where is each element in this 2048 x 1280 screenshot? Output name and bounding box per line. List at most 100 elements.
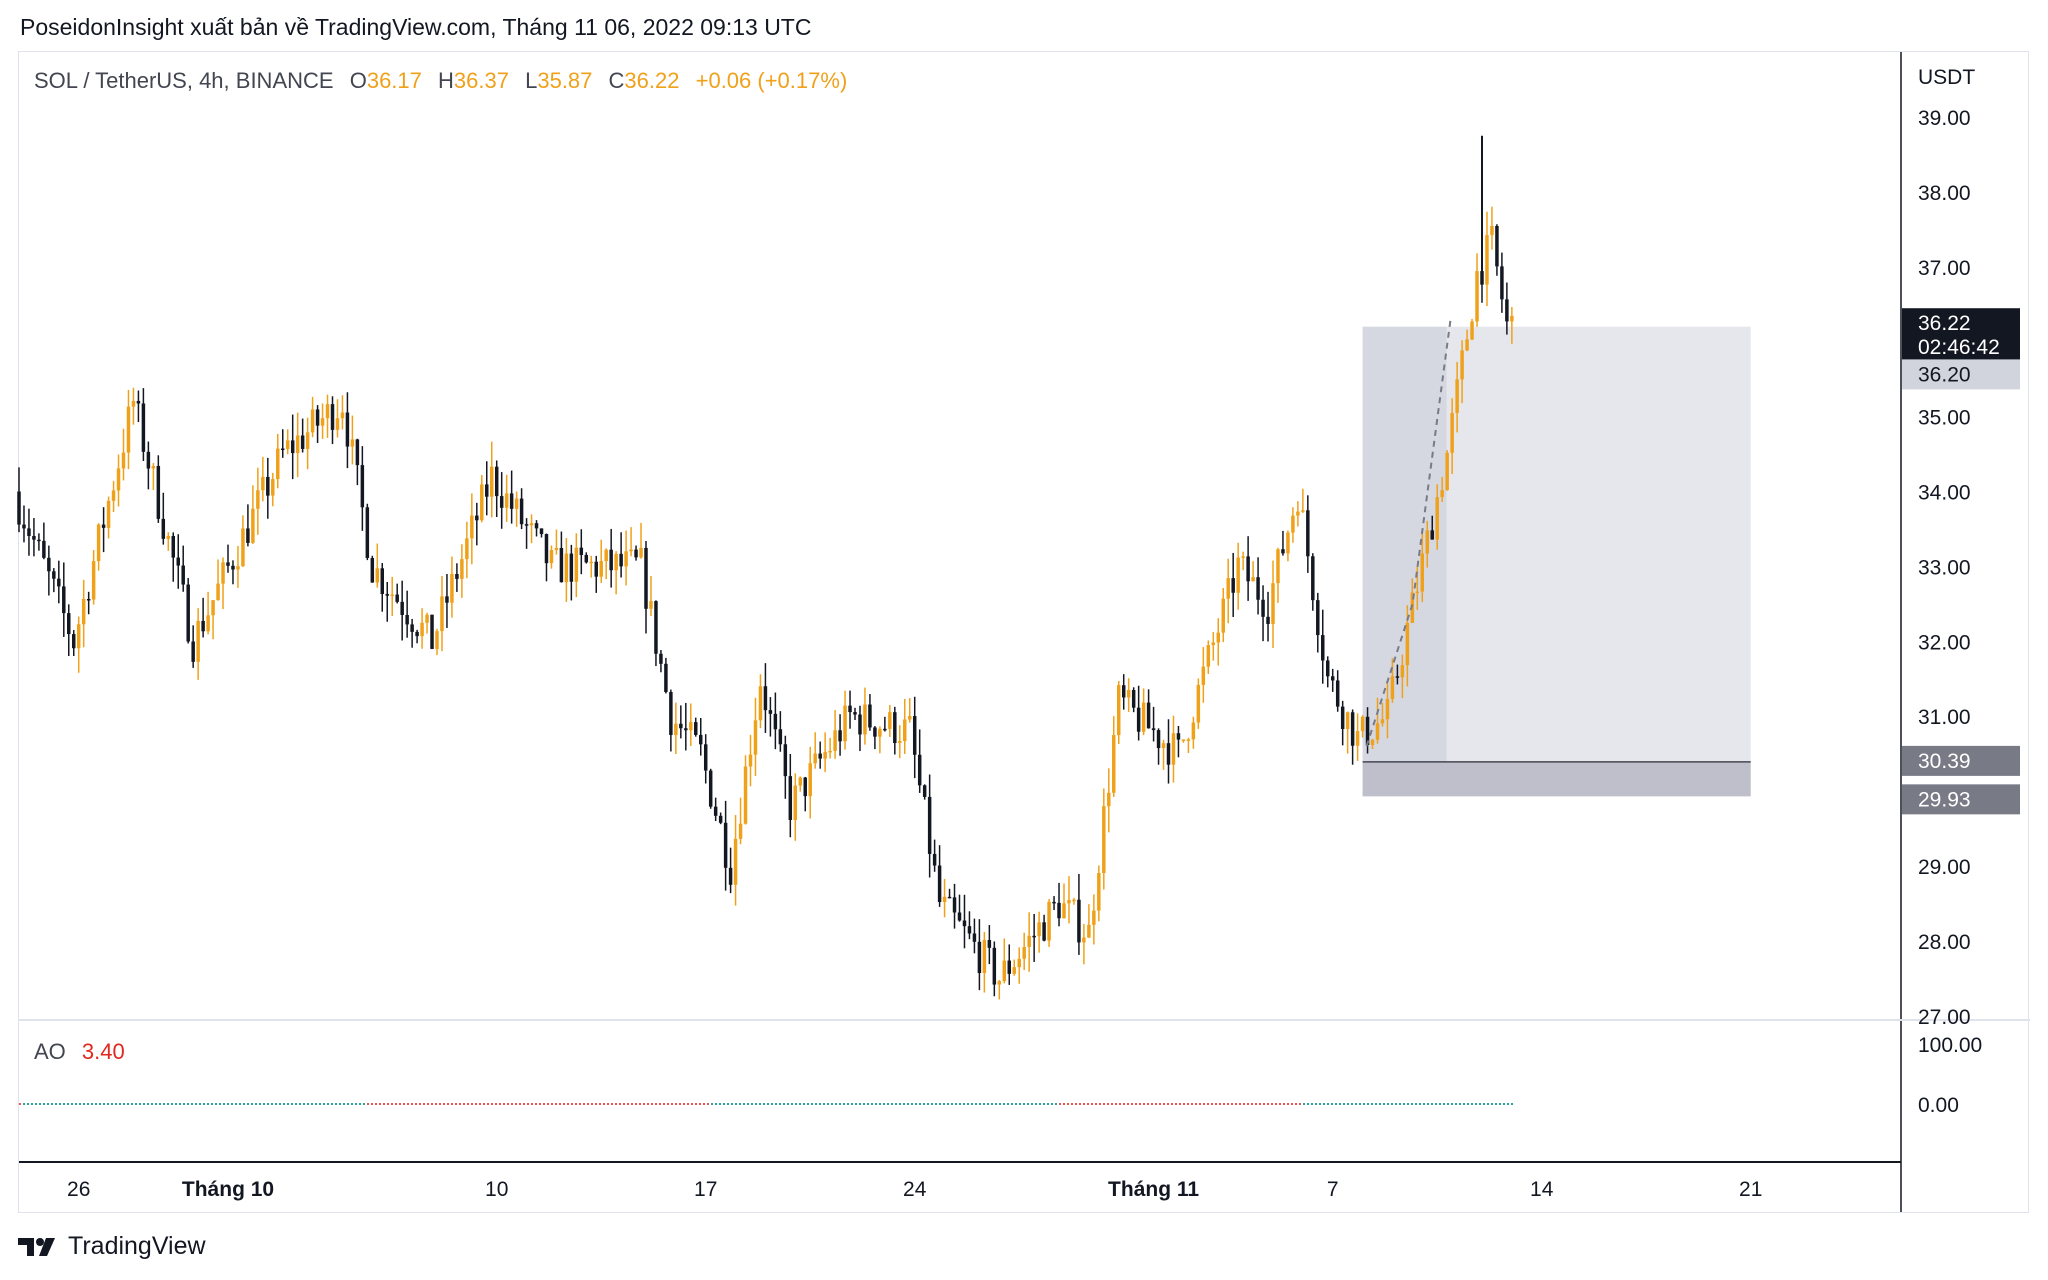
change-value: +0.06 (+0.17%) [695, 68, 848, 93]
ao-bar [1215, 1103, 1217, 1105]
ao-bar [1219, 1103, 1221, 1105]
ao-bar [431, 1103, 433, 1105]
candle [1176, 733, 1181, 740]
candle [67, 613, 71, 635]
candle [375, 568, 380, 583]
ao-bar [507, 1103, 509, 1105]
symbol-label[interactable]: SOL / TetherUS, 4h, BINANCE [34, 68, 334, 93]
ao-bar [283, 1103, 285, 1105]
ao-bar [931, 1103, 933, 1105]
ao-bar [651, 1103, 653, 1105]
ao-bar [263, 1103, 265, 1105]
candle [1052, 901, 1056, 904]
ao-bar [279, 1103, 281, 1105]
ao-bar [131, 1103, 133, 1105]
ao-bar [1067, 1103, 1069, 1105]
candle [1345, 712, 1350, 730]
ao-bar [747, 1103, 749, 1105]
candle [947, 896, 952, 899]
ao-bar [831, 1103, 833, 1105]
candle [181, 565, 185, 585]
ao-bar [447, 1103, 449, 1105]
ao-bar [191, 1103, 193, 1105]
ao-bar [59, 1103, 61, 1105]
candle [803, 777, 807, 797]
candle [241, 528, 245, 567]
ao-bar [1095, 1103, 1097, 1105]
candle [136, 400, 141, 404]
candle [509, 493, 514, 509]
ao-bar [1247, 1103, 1249, 1105]
candle [589, 561, 594, 564]
ao-bar [711, 1103, 713, 1105]
candle [1465, 339, 1469, 351]
candle [121, 452, 126, 469]
ao-bar [1039, 1103, 1041, 1105]
ao-bar [1275, 1103, 1277, 1105]
candle [549, 550, 554, 564]
candle [37, 539, 41, 542]
ao-bar [355, 1103, 357, 1105]
candle [345, 412, 350, 447]
time-tick-label: 14 [1530, 1178, 1554, 1201]
ao-bar [171, 1103, 173, 1105]
brand-name[interactable]: TradingView [68, 1232, 206, 1260]
ao-bar [1463, 1103, 1465, 1105]
publish-line: PoseidonInsight xuất bản về TradingView.… [20, 14, 812, 40]
candle [888, 712, 892, 729]
candle [763, 686, 768, 711]
candle [176, 557, 180, 566]
ao-bar [307, 1103, 309, 1105]
ao-bar [1175, 1103, 1177, 1105]
position-path [1365, 319, 1452, 747]
candle [1415, 591, 1420, 594]
candle [708, 770, 713, 807]
ao-bar [719, 1103, 721, 1105]
close-value: 36.22 [624, 68, 680, 93]
ao-bar [715, 1103, 717, 1105]
candle [1116, 685, 1121, 736]
ao-bar [1415, 1103, 1417, 1105]
ao-bar [1311, 1103, 1313, 1105]
stop-price-badge-text: 29.93 [1918, 788, 1971, 811]
ao-bar [687, 1103, 689, 1105]
candle [380, 568, 385, 594]
candle [679, 723, 683, 729]
candle [858, 714, 862, 735]
candle [1450, 412, 1454, 453]
candle [300, 435, 305, 449]
ao-legend: AO 3.40 [34, 1039, 125, 1065]
ao-bar [1511, 1103, 1513, 1105]
candle [1121, 685, 1126, 698]
ao-bar [887, 1103, 889, 1105]
candle [1460, 350, 1464, 380]
candle [1370, 739, 1375, 745]
ao-bar [267, 1103, 269, 1105]
ao-bar [879, 1103, 881, 1105]
low-value: 35.87 [537, 68, 593, 93]
ao-bar [807, 1103, 809, 1105]
candle [425, 614, 429, 623]
ao-name[interactable]: AO [34, 1039, 66, 1064]
candle [1191, 722, 1196, 740]
ao-bar [911, 1103, 913, 1105]
ao-bar [423, 1103, 425, 1105]
ao-bar [1123, 1103, 1125, 1105]
ao-bar [1347, 1103, 1349, 1105]
ao-scale-label: 100.00 [1918, 1034, 1982, 1057]
ao-bar [591, 1103, 593, 1105]
ao-bar [383, 1103, 385, 1105]
candle [27, 528, 31, 536]
ao-bar [467, 1103, 469, 1105]
ao-bar [259, 1103, 261, 1105]
candle [554, 547, 559, 551]
ao-bar [679, 1103, 681, 1105]
candle [982, 940, 987, 974]
candle [1171, 733, 1176, 765]
ao-bar [1255, 1103, 1257, 1105]
candle [957, 912, 962, 921]
ao-bar [343, 1103, 345, 1105]
candle [1221, 598, 1225, 633]
ao-bar [1239, 1103, 1241, 1105]
